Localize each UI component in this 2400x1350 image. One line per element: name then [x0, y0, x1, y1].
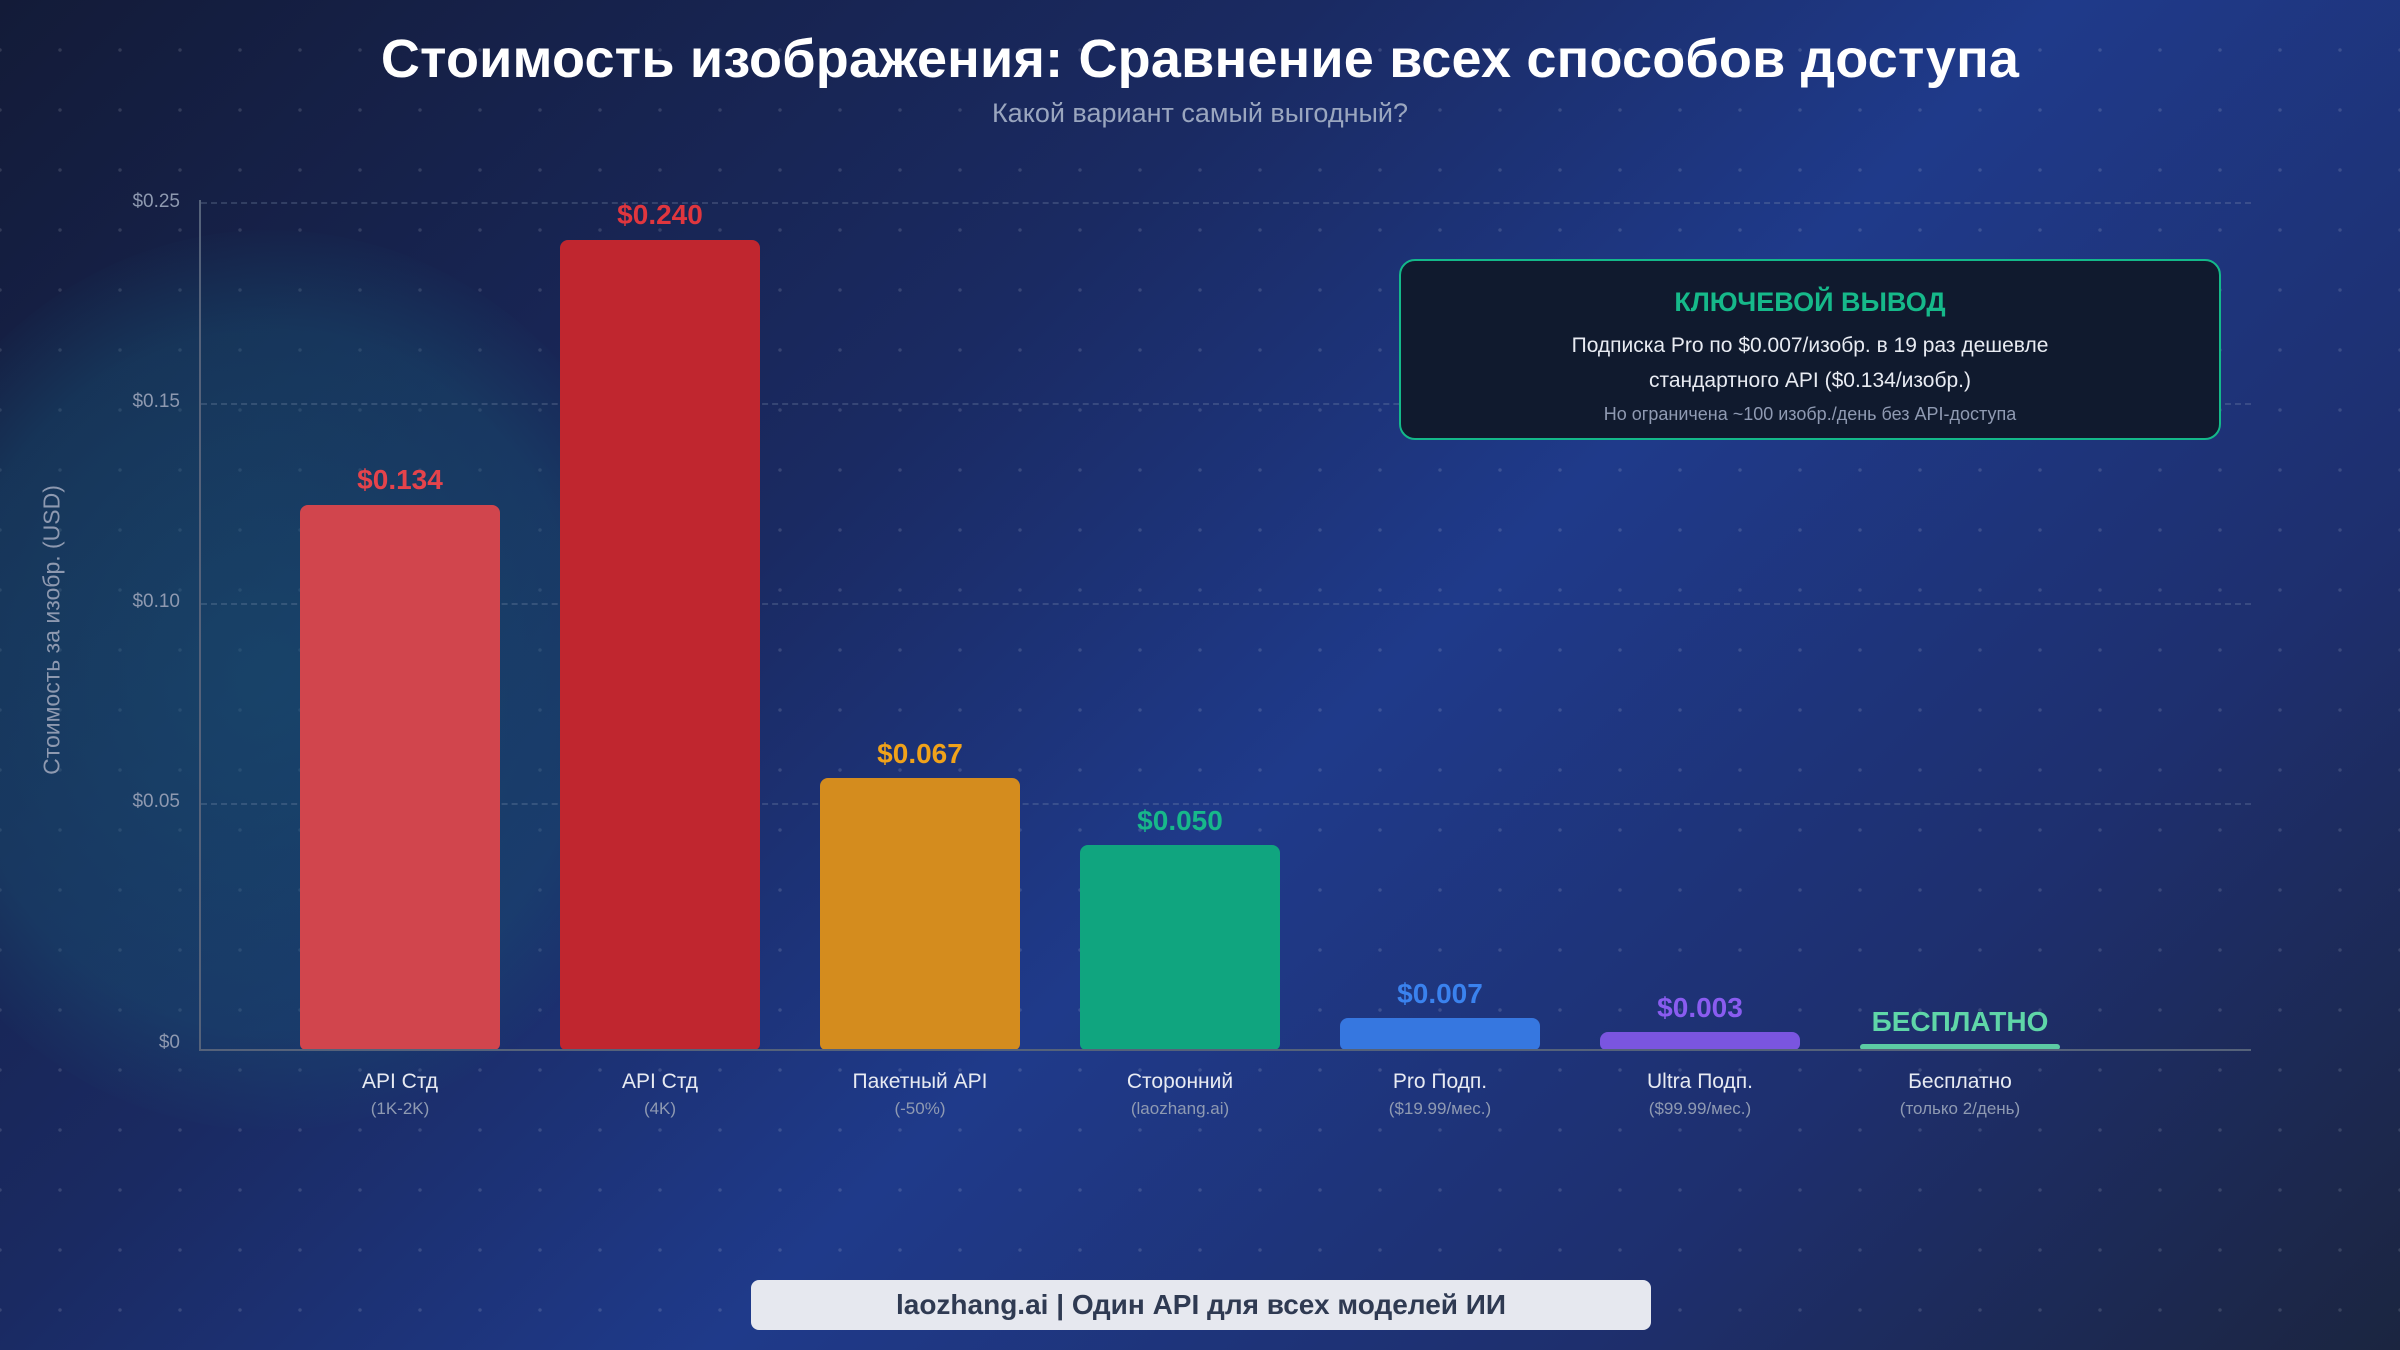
bar-value-label: $0.134 — [357, 464, 443, 495]
y-axis-line — [199, 200, 201, 1051]
chart-title: Стоимость изображения: Сравнение всех сп… — [380, 29, 2020, 89]
key-insight-title: КЛЮЧЕВОЙ ВЫВОД — [1674, 287, 1946, 317]
footer-banner: laozhang.ai | Один API для всех моделей … — [751, 1280, 1651, 1330]
category-sublabel: (1K-2K) — [370, 1099, 430, 1118]
key-insight-line-1: Подписка Pro по $0.007/изобр. в 19 раз д… — [1571, 334, 2049, 357]
category-label: Ultra Подп. — [1647, 1070, 1753, 1093]
bar-value-label: $0.240 — [617, 199, 703, 230]
key-insight-box: КЛЮЧЕВОЙ ВЫВОД Подписка Pro по $0.007/из… — [1399, 259, 2221, 440]
bar-value-label: $0.050 — [1137, 805, 1223, 836]
bar-free[interactable] — [1860, 1044, 2060, 1050]
bar-batch-api[interactable] — [820, 778, 1020, 1050]
category-sublabel: (4K) — [643, 1099, 677, 1118]
category-label: Пакетный API — [852, 1070, 988, 1093]
gridline — [201, 803, 2251, 805]
y-axis-label: Стоимость за изобр. (USD) — [38, 485, 65, 775]
bar-api-std-4k[interactable] — [560, 240, 760, 1050]
category-label: Бесплатно — [1908, 1070, 2012, 1093]
category-sublabel: (-50%) — [894, 1099, 946, 1118]
bar-value-label: $0.003 — [1657, 992, 1743, 1023]
gridline — [201, 202, 2251, 204]
category-sublabel: (laozhang.ai) — [1130, 1099, 1230, 1118]
category-label: API Стд — [621, 1070, 699, 1093]
bar-api-std-1k-2k[interactable] — [300, 505, 500, 1050]
y-tick-label: $0.10 — [132, 591, 180, 612]
bar-value-label: $0.067 — [877, 738, 963, 769]
y-tick-label: $0.05 — [132, 791, 180, 812]
gridline — [201, 603, 2251, 605]
category-label: Pro Подп. — [1392, 1070, 1488, 1093]
bar-third-party[interactable] — [1080, 845, 1280, 1050]
bar-ultra-subscription[interactable] — [1600, 1032, 1800, 1050]
category-sublabel: (только 2/день) — [1899, 1099, 2021, 1118]
category-sublabel: ($99.99/мес.) — [1648, 1099, 1752, 1118]
bar-pro-subscription[interactable] — [1340, 1018, 1540, 1050]
bar-value-label-free: БЕСПЛАТНО — [1871, 1006, 2049, 1037]
y-tick-label: $0 — [158, 1032, 180, 1053]
key-insight-line-2: стандартного API ($0.134/изобр.) — [1649, 369, 1971, 392]
y-tick-label: $0.15 — [132, 391, 180, 412]
category-label: Сторонний — [1126, 1070, 1234, 1093]
y-tick-label: $0.25 — [132, 191, 180, 212]
category-sublabel: ($19.99/мес.) — [1388, 1099, 1492, 1118]
gridline — [201, 403, 2251, 405]
category-label: API Стд — [361, 1070, 439, 1093]
x-axis-line — [199, 1049, 2251, 1051]
bar-value-label: $0.007 — [1397, 978, 1483, 1009]
chart-subtitle: Какой вариант самый выгодный? — [991, 98, 1409, 128]
key-insight-note: Но ограничена ~100 изобр./день без API-д… — [1603, 404, 2017, 424]
